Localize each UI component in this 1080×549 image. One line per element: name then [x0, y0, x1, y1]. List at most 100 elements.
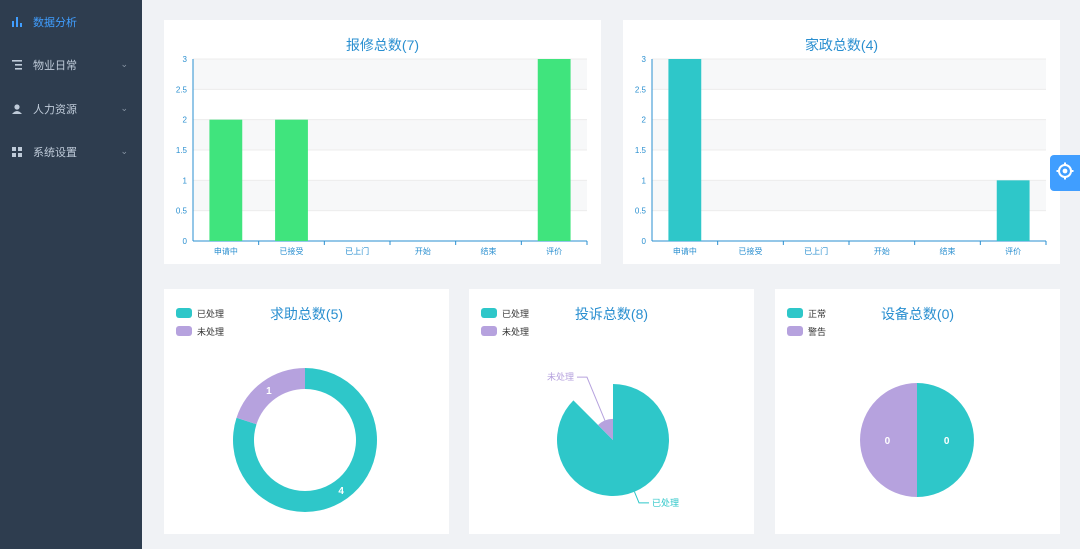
x-tick-label: 评价 [546, 247, 562, 256]
list-icon [12, 60, 22, 70]
x-tick-label: 已上门 [804, 246, 828, 256]
y-tick-label: 0 [183, 237, 188, 246]
repair-chart-card: 0 0.5 1 1.5 2 2.5 3 申请中 已接受 已上门 开始 结束 评价 报修总数(7) [164, 20, 601, 264]
legend-swatch [787, 326, 803, 336]
legend-swatch [176, 308, 192, 318]
label-line [633, 491, 650, 504]
bar [668, 59, 702, 241]
grid-band [652, 210, 1046, 241]
sidebar-item-label: 人力资源 [33, 104, 77, 116]
legend-item[interactable]: 警告 [787, 322, 826, 340]
sidebar: 数据分析 物业日常 ⌄ 人力资源 ⌄ 系统设置 ⌄ [0, 0, 142, 549]
sidebar-item-label: 物业日常 [33, 60, 77, 72]
y-tick-label: 2.5 [176, 85, 188, 94]
legend-label: 警告 [808, 326, 827, 337]
legend-swatch [176, 326, 192, 336]
chart-title: 家政总数(4) [804, 37, 879, 53]
rose-chart-svg: 已处理 未处理 [547, 371, 679, 508]
x-tick-label: 评价 [1005, 247, 1021, 256]
bar-chart-svg: 0 0.5 1 1.5 2 2.5 3 申请中 已接受 已上门 开始 结束 评价 [635, 55, 1047, 256]
chart-title: 投诉总数(8) [574, 306, 649, 322]
grid-band [652, 59, 1046, 90]
x-tick-label: 申请中 [673, 246, 697, 256]
slice-label: 已处理 [652, 497, 679, 508]
donut-slice [236, 368, 305, 425]
slice-label: 0 [885, 436, 891, 447]
y-tick-label: 1 [183, 176, 188, 185]
legend-label: 正常 [808, 308, 827, 319]
legend-swatch [481, 326, 497, 336]
x-tick-label: 结束 [940, 246, 956, 256]
sidebar-item-settings[interactable]: 系统设置 ⌄ [0, 130, 142, 174]
legend-item[interactable]: 未处理 [481, 322, 529, 340]
legend-swatch [481, 308, 497, 318]
y-tick-label: 2 [642, 116, 647, 125]
x-tick-label: 已接受 [739, 246, 763, 256]
grid-band [652, 180, 1046, 211]
y-tick-label: 0.5 [635, 207, 647, 216]
legend-label: 未处理 [502, 326, 530, 337]
bar-chart-icon [12, 17, 22, 27]
bar [996, 180, 1030, 241]
y-tick-label: 3 [642, 55, 647, 64]
sidebar-item-label: 系统设置 [33, 147, 77, 159]
chart-legend: 正常 警告 [787, 304, 826, 340]
y-tick-label: 2.5 [635, 85, 647, 94]
y-tick-label: 3 [183, 55, 188, 64]
sidebar-item-hr[interactable]: 人力资源 ⌄ [0, 87, 142, 131]
y-tick-label: 0 [642, 237, 647, 246]
legend-label: 已处理 [502, 308, 530, 319]
pie-chart-svg: 00 [860, 383, 974, 497]
slice-label: 1 [266, 386, 272, 397]
y-tick-label: 0.5 [176, 207, 188, 216]
chart-legend: 已处理 未处理 [176, 304, 224, 340]
donut-chart-svg: 41 [233, 368, 377, 512]
pie-slice [917, 383, 974, 497]
grid-band [652, 150, 1046, 181]
legend-item[interactable]: 已处理 [176, 304, 224, 322]
grid-band [652, 89, 1046, 120]
grid-band [652, 119, 1046, 150]
grid-band [193, 210, 587, 241]
y-tick-label: 1 [642, 176, 647, 185]
bar [537, 59, 571, 241]
grid-band [193, 59, 587, 90]
label-line [576, 376, 606, 421]
chevron-down-icon: ⌄ [120, 103, 128, 113]
grid-band [193, 89, 587, 120]
x-tick-label: 结束 [481, 246, 497, 256]
pie-slice [860, 383, 917, 497]
dashboard-main: 0 0.5 1 1.5 2 2.5 3 申请中 已接受 已上门 开始 结束 评价 报修总数(7) 0 0.… [142, 0, 1080, 549]
grid-icon [12, 147, 22, 157]
sidebar-item-property-daily[interactable]: 物业日常 ⌄ [0, 43, 142, 87]
chart-title: 设备总数(0) [880, 306, 955, 322]
settings-icon [1056, 162, 1074, 185]
x-tick-label: 开始 [415, 246, 431, 256]
chevron-down-icon: ⌄ [120, 59, 128, 69]
slice-label: 4 [338, 486, 344, 497]
x-tick-label: 已接受 [280, 246, 304, 256]
legend-item[interactable]: 已处理 [481, 304, 529, 322]
y-tick-label: 1.5 [176, 146, 188, 155]
legend-item[interactable]: 正常 [787, 304, 826, 322]
legend-item[interactable]: 未处理 [176, 322, 224, 340]
slice-label: 0 [944, 436, 950, 447]
chart-title: 求助总数(5) [269, 306, 344, 322]
settings-float-button[interactable] [1050, 155, 1080, 191]
y-tick-label: 1.5 [635, 146, 647, 155]
chart-title: 报修总数(7) [345, 37, 420, 53]
user-icon [12, 104, 22, 114]
sidebar-item-label: 数据分析 [33, 17, 77, 29]
sidebar-item-data-analysis[interactable]: 数据分析 [0, 0, 142, 44]
legend-swatch [787, 308, 803, 318]
chevron-down-icon: ⌄ [120, 146, 128, 156]
rose-slice [598, 418, 613, 440]
housekeeping-chart-card: 0 0.5 1 1.5 2 2.5 3 申请中 已接受 已上门 开始 结束 评价 家政总数(4) [623, 20, 1060, 264]
x-tick-label: 开始 [874, 246, 890, 256]
slice-label: 未处理 [547, 371, 574, 382]
legend-label: 已处理 [197, 308, 225, 319]
bar [209, 119, 243, 241]
chart-legend: 已处理 未处理 [481, 304, 529, 340]
